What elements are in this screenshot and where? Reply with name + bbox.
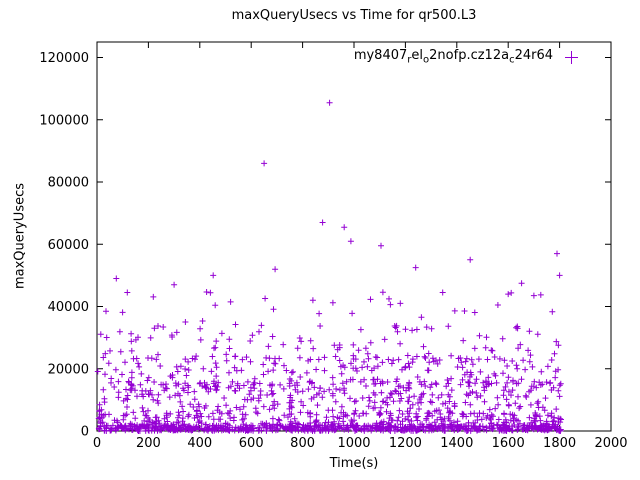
x-axis-label: Time(s) — [329, 456, 379, 471]
legend-plus-marker-icon — [565, 50, 578, 64]
legend: my8407relo2nofp.cz12ac24r64 — [354, 48, 578, 66]
y-tick-label: 80000 — [48, 176, 89, 191]
y-tick-label: 60000 — [48, 238, 89, 253]
x-tick-label: 200 — [136, 436, 161, 451]
legend-label: my8407relo2nofp.cz12ac24r64 — [354, 48, 553, 66]
x-tick-label: 400 — [187, 436, 212, 451]
x-tick-label: 800 — [290, 436, 315, 451]
y-axis-label: maxQueryUsecs — [12, 182, 28, 290]
y-tick-label: 100000 — [39, 113, 89, 128]
scatter-points — [94, 99, 564, 434]
x-tick-label: 1400 — [440, 436, 473, 451]
legend-label-subscript: r — [407, 54, 412, 66]
y-tick-label: 0 — [81, 425, 89, 440]
legend-label-segment: el — [411, 48, 424, 64]
x-tick-label: 1000 — [337, 436, 370, 451]
x-tick-label: 2000 — [594, 436, 627, 451]
y-tick-label: 120000 — [39, 51, 89, 66]
chart-title: maxQueryUsecs vs Time for qr500.L3 — [231, 8, 477, 23]
x-tick-label: 1600 — [492, 436, 525, 451]
y-tick-label: 40000 — [48, 300, 89, 315]
plot-border — [96, 41, 612, 432]
legend-label-segment: my8407 — [353, 48, 408, 64]
legend-label-subscript: c — [509, 54, 515, 66]
legend-label-segment: 2nofp.cz12a — [429, 48, 510, 64]
legend-label-segment: 24r64 — [514, 48, 553, 64]
x-tick-label: 600 — [239, 436, 264, 451]
x-tick-label: 0 — [93, 436, 101, 451]
legend-label-subscript: o — [423, 54, 430, 66]
x-tick-label: 1800 — [543, 436, 576, 451]
y-tick-label: 20000 — [48, 362, 89, 377]
x-tick-label: 1200 — [389, 436, 422, 451]
